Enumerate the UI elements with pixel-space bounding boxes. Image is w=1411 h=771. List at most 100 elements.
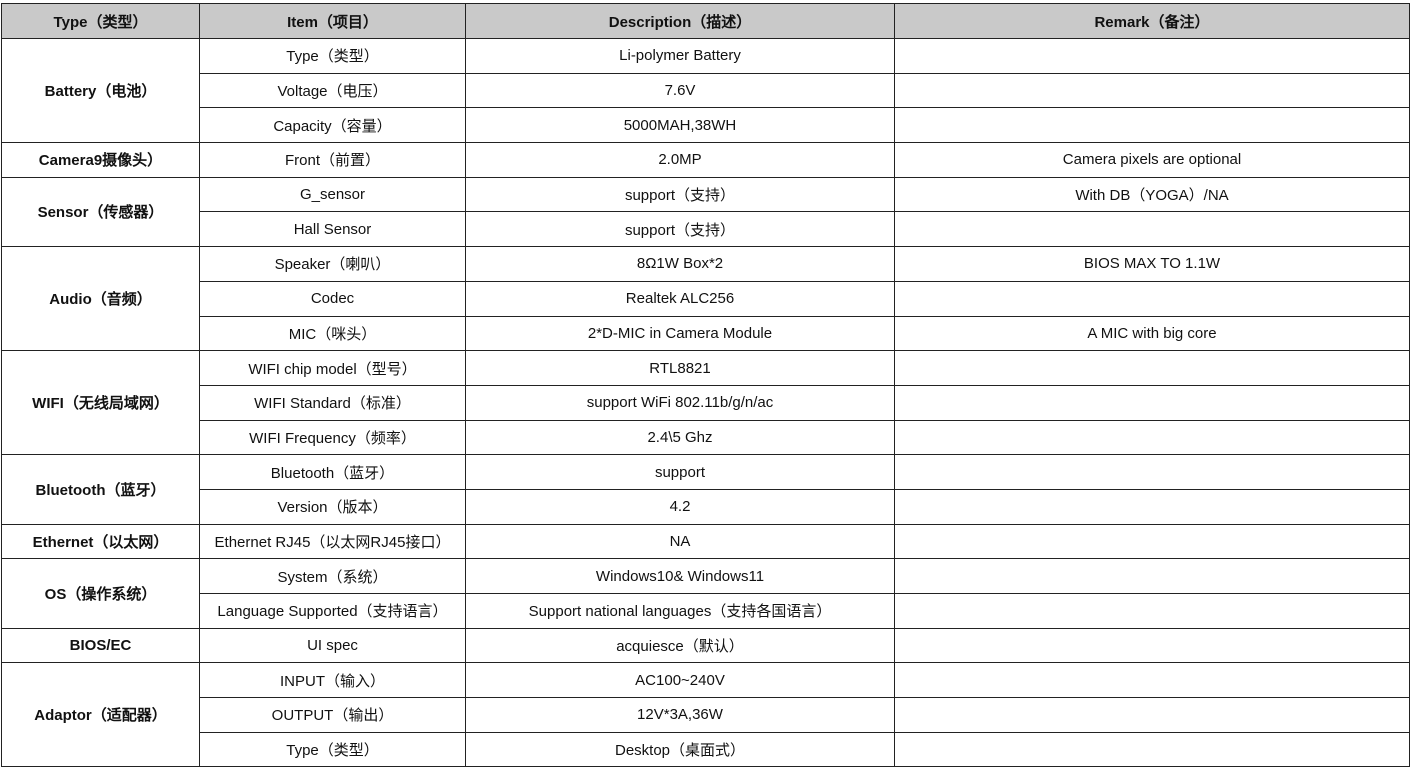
item-cell: Voltage（电压） [199, 72, 466, 109]
type-cell: Adaptor（适配器） [1, 662, 200, 768]
table-row: OUTPUT（输出） 12V*3A,36W [2, 697, 1410, 733]
description-cell: 2.0MP [465, 142, 895, 178]
header-type: Type（类型） [1, 3, 200, 39]
item-cell: Type（类型） [199, 38, 466, 74]
table-row: BIOS/EC UI spec acquiesce（默认） [1, 627, 1410, 664]
type-cell: BIOS/EC [1, 627, 200, 664]
item-cell: Version（版本） [199, 488, 466, 525]
description-cell: 2*D-MIC in Camera Module [465, 315, 895, 352]
remark-cell [894, 697, 1410, 733]
description-cell: 8Ω1W Box*2 [465, 246, 895, 282]
description-cell: RTL8821 [465, 350, 895, 386]
item-cell: WIFI chip model（型号） [199, 350, 466, 386]
item-cell: UI spec [199, 627, 466, 664]
item-cell: Speaker（喇叭） [199, 246, 466, 282]
remark-cell [894, 107, 1410, 144]
item-cell: Type（类型） [199, 731, 466, 768]
item-cell: Ethernet RJ45（以太网RJ45接口） [199, 523, 466, 560]
table-row: Hall Sensor support（支持） [2, 211, 1410, 248]
description-cell: support（支持） [465, 176, 895, 213]
remark-cell [894, 384, 1410, 421]
remark-cell [894, 72, 1410, 109]
type-cell: Battery（电池） [1, 37, 200, 144]
description-cell: Realtek ALC256 [465, 280, 895, 317]
table-row: Type（类型） Desktop（桌面式） [2, 731, 1410, 768]
table-row: Language Supported（支持语言） Support national… [2, 593, 1410, 629]
remark-cell [894, 593, 1410, 629]
table-row: Adaptor（适配器） INPUT（输入） AC100~240V [1, 662, 1410, 768]
type-cell: OS（操作系统） [1, 558, 200, 629]
description-cell: 12V*3A,36W [465, 697, 895, 733]
table-row: Ethernet（以太网） Ethernet RJ45（以太网RJ45接口） NA [1, 523, 1410, 560]
remark-cell [894, 419, 1410, 456]
description-cell: acquiesce（默认） [465, 627, 895, 664]
description-cell: Li-polymer Battery [465, 38, 895, 74]
table-row: Battery（电池） Type（类型） Li-polymer Battery [1, 37, 1410, 144]
table-row: Bluetooth（蓝牙） Bluetooth（蓝牙） support [1, 454, 1410, 525]
table-row: Camera9摄像头） Front（前置） 2.0MP Camera pixels a… [1, 142, 1410, 178]
table-row: WIFI Frequency（频率） 2.4\5 Ghz [2, 419, 1410, 456]
item-cell: WIFI Frequency（频率） [199, 419, 466, 456]
type-cell: Audio（音频） [1, 246, 200, 352]
description-cell: 2.4\5 Ghz [465, 419, 895, 456]
type-cell: Sensor（传感器） [1, 176, 200, 248]
type-cell: Camera9摄像头） [1, 142, 200, 178]
item-cell: OUTPUT（输出） [199, 697, 466, 733]
description-cell: support WiFi 802.11b/g/n/ac [465, 384, 895, 421]
header-remark: Remark（备注） [894, 3, 1410, 39]
table-row: Codec Realtek ALC256 [2, 280, 1410, 317]
remark-cell: BIOS MAX TO 1.1W [894, 246, 1410, 282]
table-row: MIC（咪头） 2*D-MIC in Camera Module A MIC wit… [2, 315, 1410, 352]
description-cell: support（支持） [465, 211, 895, 248]
item-cell: WIFI Standard（标准） [199, 384, 466, 421]
remark-cell: Camera pixels are optional [894, 142, 1410, 178]
description-cell: NA [465, 523, 895, 560]
item-cell: Bluetooth（蓝牙） [199, 454, 466, 490]
remark-cell [894, 38, 1410, 74]
spec-body: Battery（电池） Type（类型） Li-polymer Battery Vol… [1, 37, 1410, 768]
remark-cell: With DB（YOGA）/NA [894, 176, 1410, 213]
item-cell: MIC（咪头） [199, 315, 466, 352]
description-cell: Support national languages（支持各国语言） [465, 593, 895, 629]
remark-cell [894, 523, 1410, 560]
item-cell: Capacity（容量） [199, 107, 466, 144]
table-row: WIFI（无线局域网） WIFI chip model（型号） RTL8821 [1, 350, 1410, 456]
table-row: OS（操作系统） System（系统） Windows10& Windows11 [1, 558, 1410, 629]
remark-cell [894, 662, 1410, 699]
header-row: Type（类型） Item（项目） Description（描述） Remark… [1, 3, 1410, 39]
remark-cell [894, 454, 1410, 490]
description-cell: support [465, 454, 895, 490]
item-cell: INPUT（输入） [199, 662, 466, 699]
spec-table: Type（类型） Item（项目） Description（描述） Remark… [1, 3, 1410, 768]
type-cell: WIFI（无线局域网） [1, 350, 200, 456]
item-cell: Language Supported（支持语言） [199, 593, 466, 629]
remark-cell [894, 488, 1410, 525]
description-cell: AC100~240V [465, 662, 895, 699]
description-cell: 4.2 [465, 488, 895, 525]
description-cell: Windows10& Windows11 [465, 558, 895, 594]
remark-cell [894, 627, 1410, 664]
table-row: Capacity（容量） 5000MAH,38WH [2, 107, 1410, 144]
header-item: Item（项目） [199, 3, 466, 39]
type-cell: Bluetooth（蓝牙） [1, 454, 200, 525]
table-row: WIFI Standard（标准） support WiFi 802.11b/g/… [2, 384, 1410, 421]
description-cell: Desktop（桌面式） [465, 731, 895, 768]
table-row: Sensor（传感器） G_sensor support（支持） With DB（YO… [1, 176, 1410, 248]
table-row: Audio（音频） Speaker（喇叭） 8Ω1W Box*2 BIOS MAX T… [1, 246, 1410, 352]
table-row: Voltage（电压） 7.6V [2, 72, 1410, 109]
item-cell: System（系统） [199, 558, 466, 594]
type-cell: Ethernet（以太网） [1, 523, 200, 560]
table-row: Version（版本） 4.2 [2, 488, 1410, 525]
description-cell: 7.6V [465, 72, 895, 109]
item-cell: Codec [199, 280, 466, 317]
remark-cell [894, 211, 1410, 248]
item-cell: Front（前置） [199, 142, 466, 178]
remark-cell [894, 350, 1410, 386]
remark-cell: A MIC with big core [894, 315, 1410, 352]
remark-cell [894, 280, 1410, 317]
description-cell: 5000MAH,38WH [465, 107, 895, 144]
header-description: Description（描述） [465, 3, 895, 39]
item-cell: G_sensor [199, 176, 466, 213]
item-cell: Hall Sensor [199, 211, 466, 248]
remark-cell [894, 731, 1410, 768]
